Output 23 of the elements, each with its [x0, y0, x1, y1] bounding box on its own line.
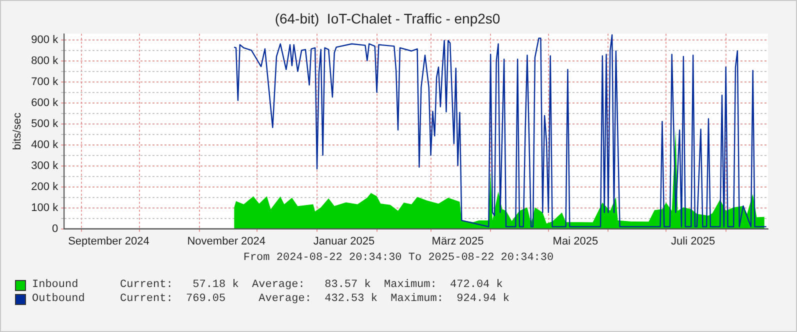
x-tick-label: Mai 2025: [552, 235, 598, 248]
y-tick-label: 700 k: [31, 76, 59, 88]
x-tick-label: November 2024: [187, 235, 266, 248]
chart-title: (64-bit) IoT-Chalet - Traffic - enp2s0: [274, 10, 500, 26]
x-tick-label: September 2024: [68, 235, 150, 248]
x-tick-label: Juli 2025: [671, 235, 716, 248]
x-tick-label: März 2025: [432, 235, 484, 248]
text: Current: 57.18 k Average: 83.57 k Maximum: 472.04 k: [120, 279, 503, 291]
text: Current: 769.05 Average: 432.53 k Maximum: 924.94 k: [120, 293, 510, 305]
y-tick-label: 0: [52, 222, 58, 235]
y-tick-label: 300 k: [31, 160, 59, 172]
y-tick-label: 200 k: [31, 180, 59, 193]
y-tick-label: 400 k: [31, 138, 59, 151]
legend-label: Inbound: [32, 279, 80, 291]
y-tick-label: 500 k: [31, 118, 59, 130]
y-tick-label: 100 k: [31, 202, 59, 214]
legend-label: Outbound: [32, 293, 86, 305]
y-axis-title: bits/sec: [12, 112, 24, 150]
y-tick-label: 800 k: [31, 55, 59, 68]
y-tick-label: 900 k: [31, 34, 59, 46]
text: From 2024-08-22 20:34:30 To 2025-08-22 20:34:30: [242, 252, 555, 264]
x-tick-label: Januar 2025: [313, 235, 375, 248]
y-tick-label: 600 k: [31, 97, 59, 110]
